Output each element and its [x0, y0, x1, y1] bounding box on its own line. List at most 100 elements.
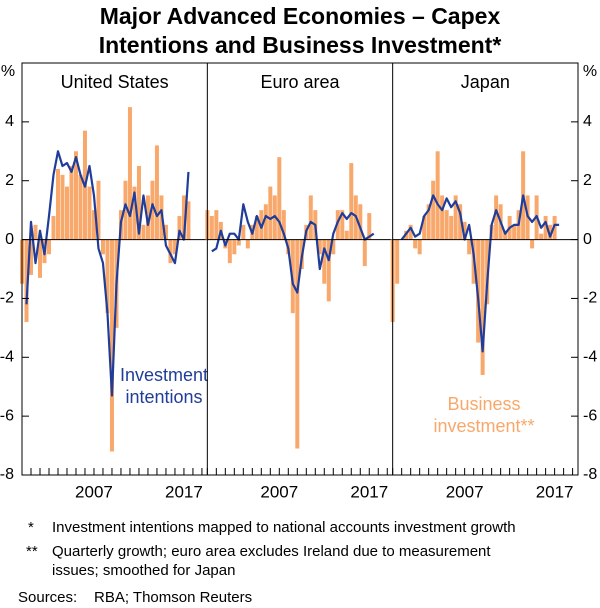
bar: [453, 195, 458, 240]
y-tick-label: 0: [5, 231, 14, 248]
bar: [186, 201, 191, 240]
chart-title: Major Advanced Economies – Capex: [100, 3, 501, 29]
plot-frame: [21, 62, 579, 476]
bar: [78, 174, 83, 240]
y-tick-label: -6: [583, 407, 597, 424]
bar: [362, 239, 367, 267]
y-tick-label: -8: [583, 466, 597, 483]
bar: [145, 195, 150, 240]
bar: [46, 239, 51, 255]
annotation: investment**: [433, 416, 534, 436]
bar: [530, 239, 535, 249]
y-tick-label: 4: [5, 113, 14, 130]
bar: [177, 216, 182, 240]
y-tick-label: 4: [583, 113, 592, 130]
bar: [413, 239, 418, 249]
bar: [132, 186, 137, 240]
bar: [24, 239, 29, 322]
bar: [109, 239, 114, 452]
bar: [227, 239, 232, 264]
y-tick-label: -2: [0, 290, 14, 307]
bar: [105, 239, 110, 314]
note-mark: **: [26, 543, 38, 560]
bar: [395, 239, 400, 284]
bar: [69, 166, 74, 240]
y-tick-label: 0: [583, 231, 592, 248]
bar: [55, 168, 60, 240]
x-tick-label: 2007: [75, 482, 113, 501]
bar: [168, 239, 173, 264]
bar: [408, 224, 413, 240]
x-tick-label: 2017: [536, 482, 574, 501]
y-tick-label: -4: [583, 349, 597, 366]
bar: [503, 230, 508, 240]
bar: [172, 239, 177, 255]
panel-title: United States: [61, 72, 169, 92]
bar: [123, 180, 128, 240]
x-tick-label: 2007: [446, 482, 484, 501]
bar: [462, 221, 467, 240]
note-mark: *: [28, 519, 34, 536]
bar: [263, 204, 268, 240]
bar: [241, 224, 246, 240]
bar: [136, 166, 141, 240]
bar: [100, 239, 105, 255]
bar: [344, 230, 349, 240]
bar: [435, 151, 440, 240]
bar: [440, 195, 445, 240]
y-tick-label: -4: [0, 349, 14, 366]
note-text: Investment intentions mapped to national…: [52, 519, 516, 536]
y-tick-label: 2: [583, 172, 592, 189]
bar: [163, 224, 168, 240]
bar: [245, 239, 250, 249]
y-unit: %: [1, 63, 15, 80]
annotation: Business: [447, 394, 520, 414]
line: [400, 194, 560, 353]
bar: [458, 204, 463, 240]
bar: [91, 210, 96, 240]
bar: [28, 239, 33, 275]
chart-title: Intentions and Business Investment*: [99, 32, 502, 58]
y-tick-label: -6: [0, 407, 14, 424]
bar: [431, 180, 436, 240]
bar: [317, 239, 322, 255]
bar: [154, 145, 159, 240]
bar: [322, 239, 327, 284]
y-unit: %: [583, 63, 597, 80]
bar: [426, 204, 431, 240]
bar: [539, 233, 544, 240]
bar: [51, 216, 56, 240]
y-tick-label: -2: [583, 290, 597, 307]
bar: [480, 239, 485, 375]
bar: [331, 239, 336, 255]
note-text: issues; smoothed for Japan: [52, 562, 235, 579]
bar: [64, 186, 69, 240]
x-tick-label: 2007: [260, 482, 298, 501]
x-tick-label: 2017: [350, 482, 388, 501]
bar: [417, 239, 422, 255]
bar: [141, 224, 146, 240]
sources-text: RBA; Thomson Reuters: [94, 589, 252, 606]
annotation: Investment: [120, 365, 208, 385]
bar: [349, 163, 354, 240]
bar: [60, 174, 65, 240]
bar: [326, 239, 331, 302]
bar: [33, 224, 38, 240]
bar: [209, 216, 214, 240]
bar: [268, 186, 273, 240]
bar: [295, 239, 300, 449]
panel-title: Japan: [461, 72, 510, 92]
line: [25, 150, 190, 397]
bar: [87, 186, 92, 240]
bar: [512, 224, 517, 240]
y-tick-label: -8: [0, 466, 14, 483]
bar: [548, 224, 553, 240]
bar: [358, 204, 363, 240]
bar: [37, 239, 42, 278]
bar: [277, 157, 282, 240]
bar: [236, 239, 241, 246]
panel-title: Euro area: [260, 72, 340, 92]
bar: [214, 210, 219, 240]
bar: [340, 210, 345, 240]
bar: [449, 216, 454, 240]
